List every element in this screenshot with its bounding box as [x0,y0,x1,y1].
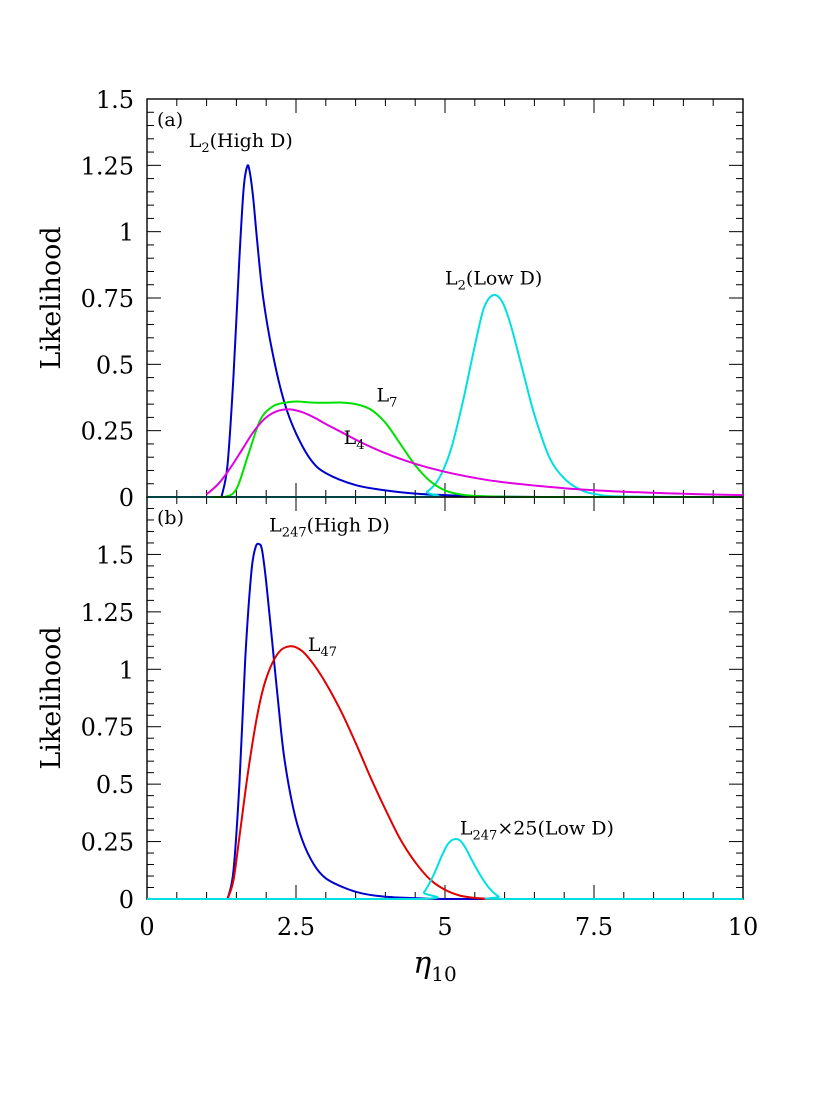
y-tick-label: 1.25 [81,599,134,627]
y-tick-label: 0.5 [96,771,134,799]
y-tick-label: 0.25 [81,829,134,857]
y-axis-label: Likelihood [36,226,67,369]
series-line-0 [226,542,743,901]
x-ticks [146,497,744,899]
y-tick-label: 0.25 [81,418,134,446]
y-tick-label: 0 [119,886,134,914]
y-tick-label: 1 [119,656,134,684]
panel-label: (a) [157,109,183,131]
series-line-2 [147,837,743,901]
x-tick-label: 7.5 [575,913,613,941]
y-tick-label: 0.75 [81,714,134,742]
x-tick-label: 0 [139,913,154,941]
annotation-l247-low: L247×25(Low D) [460,818,614,844]
panel-0: 0 0.25 0.5 0.75 1 1.25 1.5 Likelihood (a) L2(High… [36,86,744,512]
x-ticks [146,99,744,497]
y-tick-label: 1 [119,219,134,247]
plot-frame [146,98,744,498]
annotation-l47: L47 [308,634,337,660]
x-tick-label: 10 [728,913,759,941]
annotation-l4: L4 [344,427,365,453]
y-tick-label: 0.5 [96,351,134,379]
series-group [147,164,744,499]
y-tick-label: 1.5 [96,541,134,569]
y-axis-label: Likelihood [36,626,67,769]
y-tick-label: 1.25 [81,152,134,180]
panel-1: 0 0.25 0.5 0.75 1 1.25 1.5 0 2.5 5 7.5 10 Likelihood… [36,496,759,986]
x-tick-label: 5 [437,913,452,941]
series-line-0 [220,164,744,499]
y-tick-label: 1.5 [96,86,134,114]
series-line-3 [205,408,744,497]
series-line-1 [226,645,743,900]
annotation-l2-low: L2(Low D) [445,268,542,294]
series-group [147,542,743,901]
annotation-l247-high: L247(High D) [269,514,390,540]
annotation-l7: L7 [376,384,397,410]
y-ticks [147,98,743,498]
y-tick-label: 0.75 [81,285,134,313]
series-line-2 [212,400,744,499]
x-tick-label: 2.5 [277,913,315,941]
panel-label: (b) [157,507,184,529]
y-tick-label: 0 [119,484,134,512]
annotation-l2-high: L2(High D) [189,130,293,156]
x-axis-label: η10 [413,946,456,986]
